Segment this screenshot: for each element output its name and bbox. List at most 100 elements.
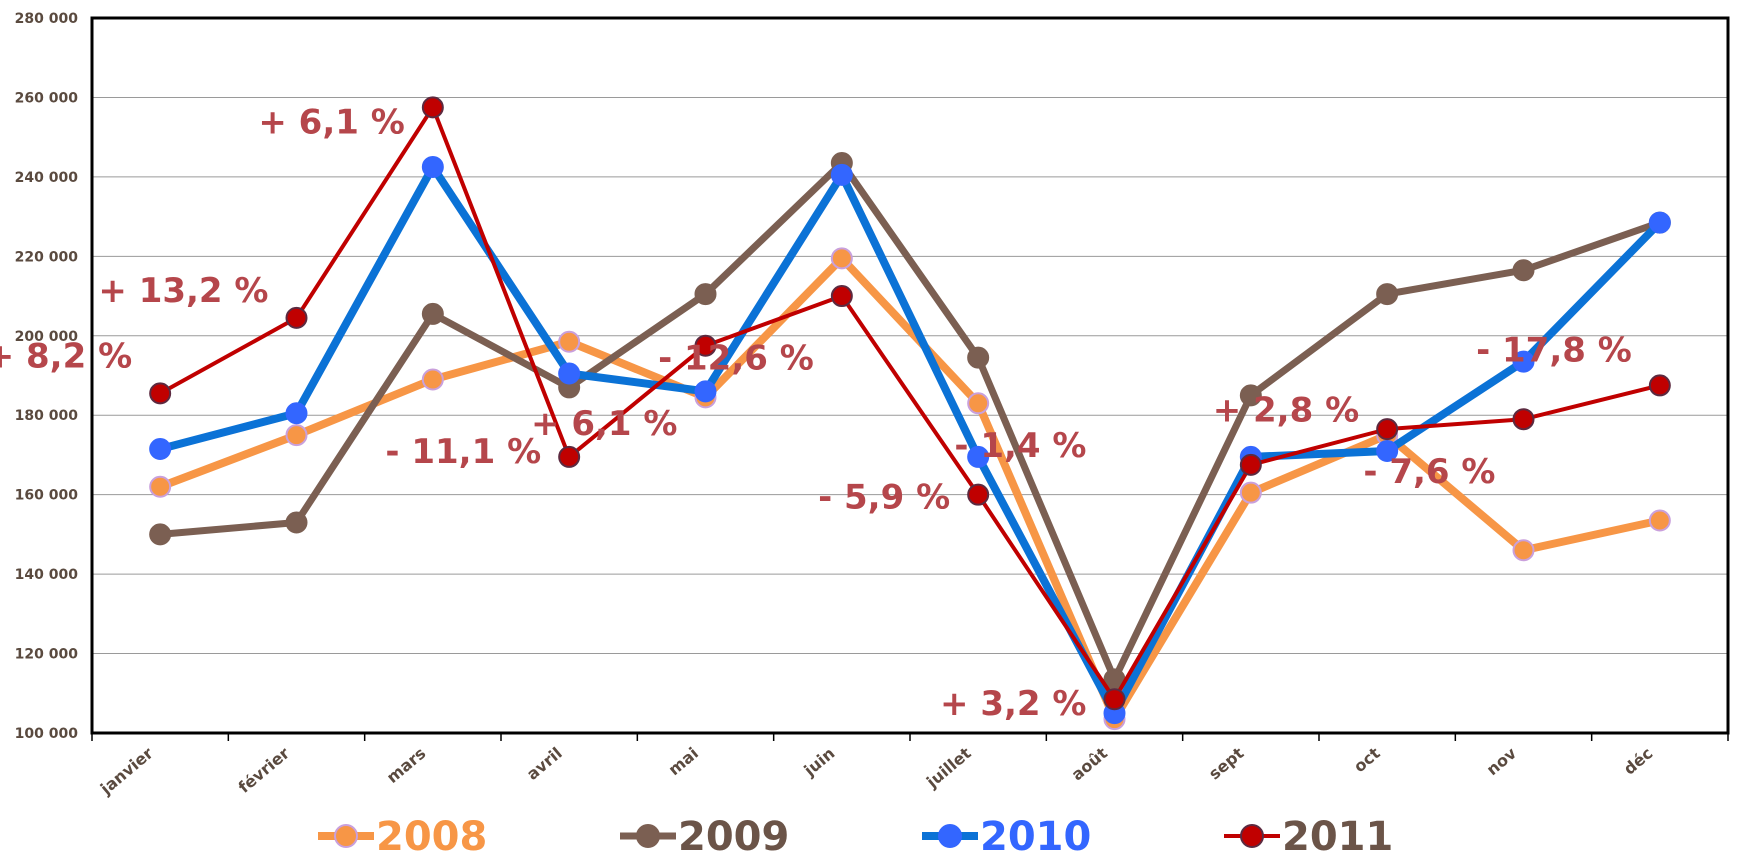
y-tick-label: 180 000	[15, 408, 79, 424]
x-tick-label: février	[235, 743, 294, 796]
x-tick-label: juin	[800, 744, 839, 781]
data-point-2011	[421, 96, 444, 119]
data-point-2010	[967, 445, 990, 468]
grid-lines	[92, 96, 1728, 655]
legend-item-2011: 2011	[1224, 814, 1393, 853]
x-axis-ticks: janvier février mars avril mai juin juillet aoû…	[91, 733, 1729, 799]
x-tick-label: déc	[1620, 744, 1657, 779]
data-point-2010	[1648, 211, 1671, 234]
plot-border	[90, 16, 1730, 735]
y-tick-label: 280 000	[15, 11, 79, 27]
data-point-2008	[285, 424, 308, 447]
data-point-2011	[1648, 374, 1671, 397]
data-point-2011	[149, 382, 172, 405]
legend-item-2009: 2009	[620, 814, 789, 853]
data-point-2008	[967, 392, 990, 415]
data-point-2008	[558, 330, 581, 353]
legend-swatch-marker	[334, 824, 358, 848]
data-point-2010	[1512, 350, 1535, 373]
data-point-2010	[421, 155, 444, 178]
data-point-2011	[967, 483, 990, 506]
x-tick-label: août	[1068, 743, 1112, 784]
series-line-2010	[159, 162, 1663, 718]
series-line-2009	[159, 159, 1661, 683]
y-tick-label: 240 000	[15, 170, 79, 186]
annotation-label: - 1,4 %	[954, 426, 1086, 466]
data-point-2008	[149, 475, 172, 498]
data-point-2011	[1103, 688, 1126, 711]
legend-label: 2011	[1282, 814, 1393, 853]
annotation-label: + 3,2 %	[940, 684, 1086, 724]
annotation-label: + 6,1 %	[531, 404, 677, 444]
data-point-2010	[830, 163, 853, 186]
data-point-2010	[558, 362, 581, 385]
data-point-2009	[967, 346, 990, 369]
annotations: + 8,2 %+ 13,2 %+ 6,1 %- 11,1 %+ 6,1 %- 1…	[0, 102, 1632, 724]
data-point-2009	[694, 283, 717, 306]
data-point-2009	[149, 523, 172, 546]
legend-swatch-marker	[1240, 824, 1264, 848]
data-point-2008	[1648, 509, 1671, 532]
data-point-2010	[285, 402, 308, 425]
x-tick-label: avril	[523, 744, 566, 784]
data-point-2010	[149, 437, 172, 460]
annotation-label: + 6,1 %	[258, 102, 404, 142]
legend-label: 2010	[980, 814, 1091, 853]
series-2011	[149, 96, 1671, 711]
data-point-2009	[1239, 384, 1262, 407]
x-tick-label: juillet	[922, 743, 975, 792]
data-point-2009	[1376, 283, 1399, 306]
annotation-label: - 11,1 %	[385, 432, 541, 472]
data-point-2011	[694, 334, 717, 357]
series-line-2008	[158, 254, 1661, 724]
legend-label: 2008	[376, 814, 487, 853]
legend: 2008 2009 2010 2011	[318, 814, 1393, 853]
y-tick-label: 100 000	[15, 726, 79, 742]
legend-item-2010: 2010	[922, 814, 1091, 853]
legend-label: 2009	[678, 814, 789, 853]
y-tick-label: 160 000	[15, 488, 79, 504]
y-tick-label: 200 000	[15, 329, 79, 345]
annotation-label: - 17,8 %	[1476, 331, 1632, 371]
series-2008	[149, 247, 1671, 731]
data-point-2010	[694, 380, 717, 403]
data-point-2008	[1239, 481, 1262, 504]
data-point-2011	[558, 445, 581, 468]
series-2009	[149, 151, 1671, 691]
series-2010	[149, 155, 1671, 725]
x-tick-label: sept	[1205, 743, 1248, 783]
annotation-label: + 13,2 %	[98, 271, 268, 311]
x-tick-label: mars	[383, 744, 430, 787]
legend-swatch-marker	[938, 824, 962, 848]
data-point-2009	[421, 302, 444, 325]
annotation-label: + 8,2 %	[0, 337, 132, 377]
data-point-2008	[830, 247, 853, 270]
legend-swatch-marker	[636, 824, 660, 848]
legend-item-2008: 2008	[318, 814, 487, 853]
annotation-label: - 5,9 %	[818, 478, 950, 518]
x-tick-label: oct	[1350, 743, 1384, 776]
annotation-label: - 12,6 %	[658, 339, 814, 379]
data-point-2011	[830, 285, 853, 308]
y-tick-label: 220 000	[15, 249, 79, 265]
data-point-2008	[421, 368, 444, 391]
data-point-2009	[285, 511, 308, 534]
y-axis-ticks: 100 000 120 000 140 000 160 000 180 000 200 0…	[15, 11, 79, 742]
data-point-2011	[1376, 418, 1399, 441]
y-tick-label: 260 000	[15, 90, 79, 106]
series-lines	[149, 96, 1671, 731]
y-tick-label: 120 000	[15, 647, 79, 663]
data-point-2011	[285, 306, 308, 329]
data-point-2011	[1239, 453, 1262, 476]
y-tick-label: 140 000	[15, 567, 79, 583]
data-point-2010	[1376, 439, 1399, 462]
series-line-2011	[159, 105, 1661, 702]
x-tick-label: janvier	[96, 743, 157, 798]
data-point-2008	[1512, 539, 1535, 562]
x-tick-label: nov	[1483, 743, 1521, 779]
data-point-2009	[1512, 259, 1535, 282]
annotation-label: - 7,6 %	[1363, 452, 1495, 492]
data-point-2011	[1512, 408, 1535, 431]
annotation-label: + 2,8 %	[1213, 390, 1359, 430]
